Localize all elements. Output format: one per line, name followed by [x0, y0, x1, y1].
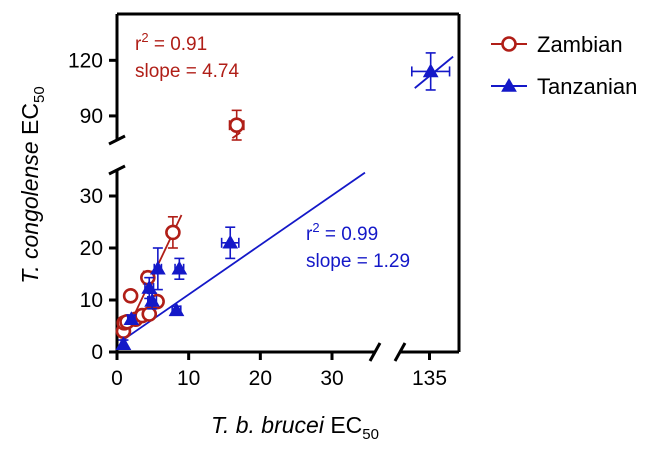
- fit-line-tanzanian: [120, 171, 366, 343]
- data-point-tanzanian: [220, 226, 240, 260]
- y-break-mark: [108, 134, 126, 146]
- y-tick: 20: [80, 237, 117, 260]
- y-tick-label: 10: [80, 289, 103, 312]
- marker-tanzanian: [168, 302, 185, 317]
- data-points-group: [115, 52, 451, 350]
- marker-zambian: [165, 224, 181, 241]
- x-axis-title: T. b. brucei EC50: [211, 412, 379, 443]
- data-point-tanzanian: [115, 336, 132, 350]
- marker-tanzanian: [422, 63, 439, 78]
- y-tick: 0: [91, 341, 117, 364]
- axis-titles-group: T. b. brucei EC50 T. congolense EC50: [17, 86, 379, 443]
- legend-label: Zambian: [537, 32, 623, 57]
- y-tick-label: 90: [80, 105, 103, 128]
- data-point-tanzanian: [149, 247, 166, 291]
- data-point-zambian: [228, 109, 245, 141]
- legend-item-zambian: Zambian: [491, 32, 623, 57]
- data-point-zambian: [141, 306, 158, 322]
- marker-tanzanian: [222, 234, 239, 249]
- y-tick: 30: [80, 185, 117, 208]
- legend-marker: [501, 36, 517, 52]
- y-tick-label: 120: [68, 49, 103, 72]
- marker-tanzanian: [123, 311, 140, 325]
- marker-zambian: [228, 117, 245, 133]
- marker-zambian: [141, 306, 158, 322]
- data-point-tanzanian: [410, 52, 451, 91]
- y-tick: 10: [80, 289, 117, 312]
- y-axis-title: T. congolense EC50: [17, 86, 48, 283]
- y-tick-label: 20: [80, 237, 103, 260]
- data-point-tanzanian: [171, 257, 188, 281]
- x-tick: 0: [111, 352, 123, 390]
- y-tick-label: 30: [80, 185, 103, 208]
- marker-tanzanian: [149, 260, 166, 275]
- x-tick: 20: [249, 352, 272, 390]
- annotation-r2: r2 = 0.99: [306, 220, 378, 245]
- annotation-slope: slope = 4.74: [135, 61, 239, 82]
- y-tick: 90: [80, 105, 117, 128]
- x-tick-label: 20: [249, 367, 272, 390]
- x-tick: 30: [320, 352, 344, 390]
- marker-zambian: [122, 288, 139, 304]
- fit-lines-group: [118, 55, 454, 348]
- data-point-tanzanian: [168, 302, 185, 317]
- x-tick-label: 135: [412, 367, 447, 390]
- axes-group: 0 10 20 30 135 0 10 20 30 90 120: [68, 12, 461, 390]
- annotation-r2: r2 = 0.91: [135, 30, 207, 55]
- marker-tanzanian: [171, 260, 188, 275]
- data-point-tanzanian: [123, 311, 140, 325]
- legend-item-tanzanian: Tanzanian: [491, 74, 637, 99]
- x-break-mark: [393, 342, 407, 362]
- y-tick-label: 0: [91, 341, 103, 364]
- legend-marker: [501, 77, 517, 92]
- x-tick-label: 0: [111, 367, 123, 390]
- x-tick-label: 30: [320, 367, 343, 390]
- x-tick-label: 10: [177, 367, 200, 390]
- legend-label: Tanzanian: [537, 74, 637, 99]
- y-tick: 120: [68, 49, 117, 72]
- data-point-zambian: [165, 216, 181, 249]
- annotation-slope: slope = 1.29: [306, 251, 410, 272]
- data-point-zambian: [122, 288, 139, 304]
- x-tick: 10: [177, 352, 200, 390]
- annotations-group: r2 = 0.91 slope = 4.74 r2 = 0.99 slope = 1.…: [135, 30, 410, 272]
- x-break-mark: [368, 342, 382, 362]
- marker-tanzanian: [115, 336, 132, 350]
- y-break-mark: [108, 164, 126, 176]
- marker-tanzanian: [144, 293, 160, 307]
- data-point-tanzanian: [144, 292, 160, 310]
- x-tick: 135: [412, 352, 447, 390]
- legend: Zambian Tanzanian: [491, 32, 637, 99]
